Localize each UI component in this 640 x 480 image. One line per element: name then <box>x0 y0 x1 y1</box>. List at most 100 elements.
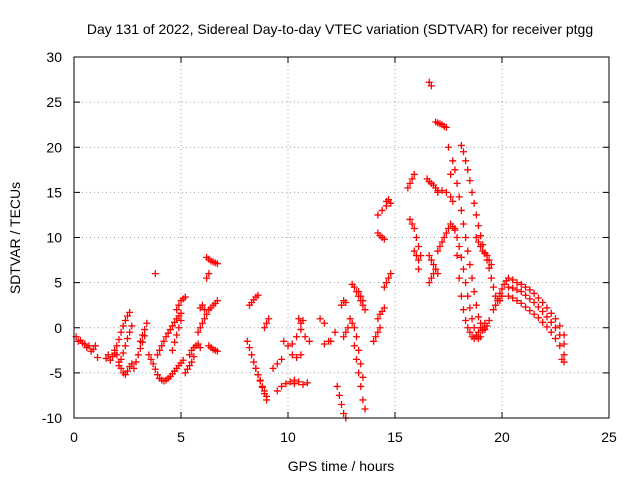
data-point <box>526 295 534 303</box>
x-tick-label: 20 <box>494 429 510 445</box>
data-point <box>124 367 131 375</box>
data-point <box>132 358 140 366</box>
data-point <box>126 328 134 336</box>
data-point <box>117 355 125 363</box>
data-point <box>151 365 159 373</box>
data-point <box>380 235 388 243</box>
data-point <box>263 392 271 400</box>
data-point <box>485 256 493 264</box>
data-point <box>455 193 463 201</box>
data-point <box>198 301 206 309</box>
data-point <box>438 238 446 246</box>
data-point <box>141 326 149 334</box>
series-arc-29 <box>280 333 301 350</box>
data-point <box>387 199 395 207</box>
data-point <box>517 288 525 296</box>
data-point <box>327 337 335 345</box>
data-point <box>359 396 367 404</box>
data-point <box>290 380 298 388</box>
data-point <box>128 360 136 368</box>
data-point <box>256 376 264 384</box>
data-point <box>177 317 185 325</box>
data-point <box>459 306 467 314</box>
data-point <box>462 317 470 325</box>
data-point <box>361 405 369 413</box>
data-point <box>286 378 294 386</box>
x-tick-label: 25 <box>601 429 617 445</box>
data-point <box>186 351 194 359</box>
data-point <box>517 280 525 288</box>
data-point <box>489 283 497 291</box>
series-arc-48 <box>380 270 395 291</box>
data-point <box>288 340 296 348</box>
data-point <box>425 78 433 86</box>
series-arc-15 <box>181 353 198 377</box>
data-point <box>447 170 455 178</box>
data-point <box>430 261 438 269</box>
data-point <box>173 331 181 339</box>
axis-ticks <box>73 56 610 419</box>
data-point <box>427 82 435 90</box>
data-point <box>376 324 384 332</box>
data-point <box>126 308 134 316</box>
data-point <box>186 362 194 370</box>
data-point <box>147 355 155 363</box>
data-point <box>252 364 260 372</box>
data-point <box>496 289 504 297</box>
data-point <box>522 291 530 299</box>
series-arc-27 <box>269 355 286 372</box>
data-point <box>459 148 467 156</box>
data-point <box>74 337 82 345</box>
data-point <box>468 315 476 323</box>
data-point <box>173 306 181 314</box>
data-point <box>434 188 442 196</box>
series-arc-13 <box>173 293 189 314</box>
y-tick-label: -5 <box>50 365 63 381</box>
series-arc-42 <box>355 288 369 314</box>
data-point <box>297 351 305 359</box>
series-arc-46 <box>374 202 390 219</box>
data-point <box>352 333 360 341</box>
data-point <box>382 279 390 287</box>
data-point <box>483 252 491 260</box>
data-point <box>560 340 568 348</box>
data-point <box>410 247 418 255</box>
data-point <box>136 337 144 345</box>
series-arc-59 <box>434 220 489 343</box>
y-axis-title: SDTVAR / TECUs <box>7 182 23 294</box>
data-point <box>361 306 369 314</box>
data-point <box>280 337 288 345</box>
data-point <box>374 328 382 336</box>
series-arc-26 <box>260 315 273 332</box>
data-point <box>530 298 538 306</box>
data-point <box>472 234 480 241</box>
data-point <box>166 326 174 334</box>
data-point <box>434 247 442 255</box>
data-point <box>295 378 303 386</box>
data-point <box>243 337 251 345</box>
data-point <box>213 297 221 305</box>
data-point <box>273 387 281 395</box>
x-tick-label: 10 <box>280 429 296 445</box>
series-arc-51 <box>410 247 423 264</box>
data-point <box>485 264 493 272</box>
series-arc-02 <box>74 337 99 355</box>
data-point <box>440 234 448 241</box>
data-point <box>106 356 114 364</box>
data-point <box>183 365 191 373</box>
series-arc-43 <box>370 324 384 345</box>
data-point <box>177 309 185 317</box>
data-point <box>352 355 360 363</box>
data-point <box>415 243 423 251</box>
data-point <box>406 215 414 223</box>
data-point <box>455 243 463 251</box>
data-point <box>374 211 382 219</box>
data-point <box>113 342 121 350</box>
data-point <box>445 143 452 151</box>
series-arc-37 <box>338 297 350 309</box>
data-point <box>539 298 547 306</box>
data-point <box>477 319 485 327</box>
data-point <box>119 322 127 330</box>
data-point <box>449 197 457 205</box>
data-point <box>408 220 416 228</box>
